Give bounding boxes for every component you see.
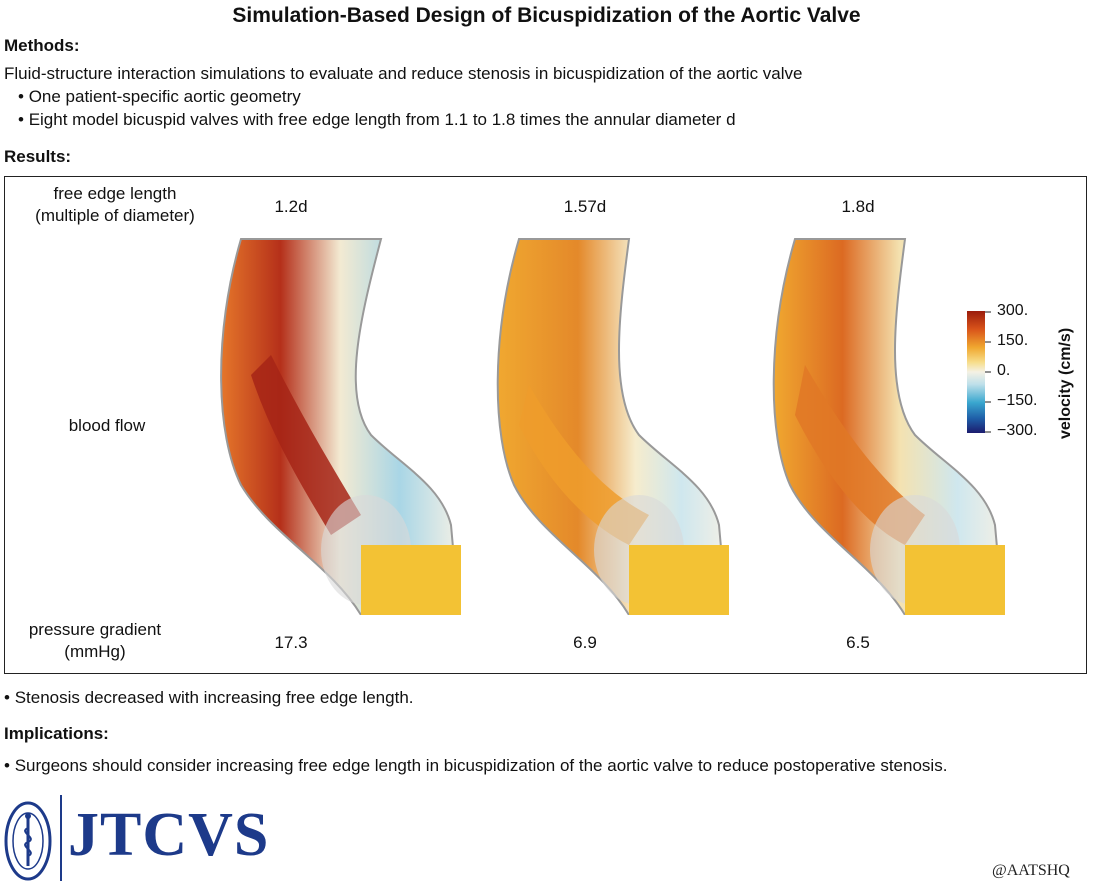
row-label-line: pressure gradient xyxy=(28,620,162,639)
blood-flow-sim-1 xyxy=(220,238,461,615)
colorbar-tick: 150. xyxy=(997,332,1029,349)
col-pressure-1: 17.3 xyxy=(274,633,308,652)
row-label-blood-flow: blood flow xyxy=(68,416,146,435)
results-heading: Results: xyxy=(4,147,72,166)
colorbar-tick: 0. xyxy=(997,362,1011,379)
col-free-edge-1: 1.2d xyxy=(274,197,308,216)
results-panel: free edge length (multiple of diameter) … xyxy=(4,176,1087,674)
col-free-edge-2: 1.57d xyxy=(563,197,607,216)
blood-flow-sim-3 xyxy=(772,238,1005,615)
methods-bullet-1: • One patient-specific aortic geometry xyxy=(18,87,301,106)
row-label-pressure: pressure gradient (mmHg) xyxy=(0,619,205,663)
aats-seal-icon xyxy=(4,801,52,881)
methods-bullet-text: One patient-specific aortic geometry xyxy=(28,87,301,106)
colorbar-label: velocity (cm/s) xyxy=(1057,327,1074,439)
colorbar-tick: −300. xyxy=(997,422,1038,439)
journal-logo-text: JTCVS xyxy=(68,801,270,869)
implications-heading: Implications: xyxy=(4,724,109,743)
row-label-line: (multiple of diameter) xyxy=(35,206,195,225)
results-finding-text: Stenosis decreased with increasing free … xyxy=(14,688,414,707)
methods-summary: Fluid-structure interaction simulations … xyxy=(4,64,803,83)
col-pressure-3: 6.5 xyxy=(846,633,870,652)
methods-bullet-2: • Eight model bicuspid valves with free … xyxy=(18,110,736,129)
implications-bullet: • Surgeons should consider increasing fr… xyxy=(4,756,948,775)
row-label-free-edge: free edge length (multiple of diameter) xyxy=(5,183,225,227)
row-label-line: free edge length xyxy=(53,184,177,203)
colorbar-tick: 300. xyxy=(997,302,1029,319)
velocity-colorbar xyxy=(967,311,991,433)
social-handle: @AATSHQ xyxy=(992,862,1070,879)
methods-bullet-text: Eight model bicuspid valves with free ed… xyxy=(28,110,736,129)
page-title: Simulation-Based Design of Bicuspidizati… xyxy=(232,4,861,27)
results-finding: • Stenosis decreased with increasing fre… xyxy=(4,688,414,707)
row-label-line: (mmHg) xyxy=(64,642,126,661)
blood-flow-sim-2 xyxy=(496,238,729,615)
footer-divider xyxy=(60,795,62,881)
implications-bullet-text: Surgeons should consider increasing free… xyxy=(14,756,948,775)
col-free-edge-3: 1.8d xyxy=(841,197,875,216)
colorbar-tick: −150. xyxy=(997,392,1038,409)
methods-heading: Methods: xyxy=(4,36,80,55)
col-pressure-2: 6.9 xyxy=(573,633,597,652)
